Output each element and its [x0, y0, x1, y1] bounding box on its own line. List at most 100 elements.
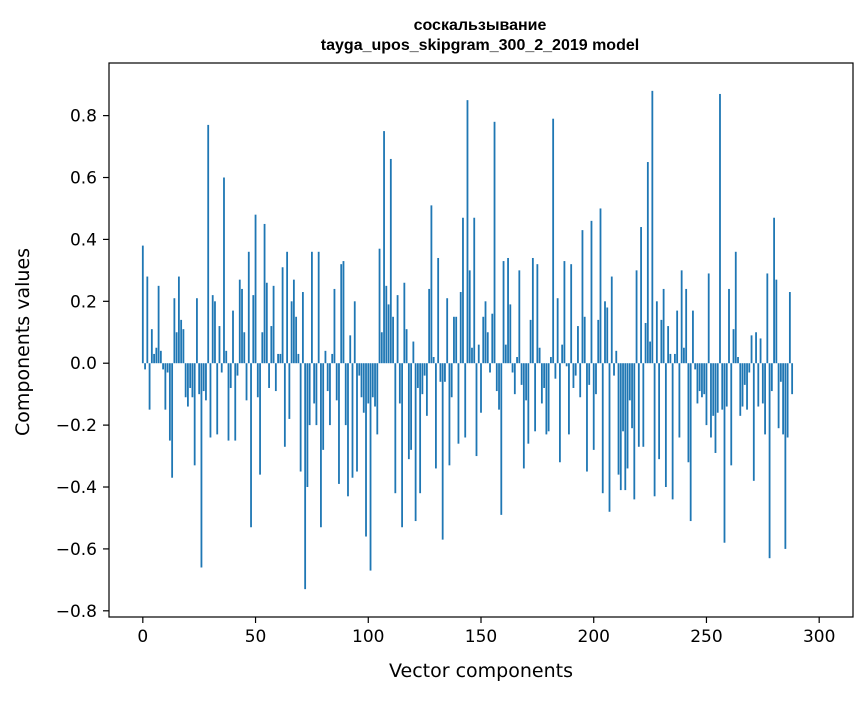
- bar-component-230: [660, 319, 663, 364]
- bar-component-42: [236, 363, 239, 376]
- bar-component-174: [534, 363, 537, 432]
- y-tick-label: 0.2: [70, 292, 97, 312]
- x-tick-label: 0: [137, 627, 148, 647]
- bar-component-32: [214, 301, 216, 364]
- bar-component-103: [374, 363, 376, 407]
- bar-component-173: [531, 257, 534, 364]
- bar-component-283: [779, 363, 782, 382]
- bar-component-16: [177, 276, 180, 364]
- bar-component-87: [338, 363, 340, 484]
- bar-component-192: [574, 363, 577, 376]
- bar-component-171: [527, 363, 530, 444]
- bar-component-272: [755, 332, 757, 364]
- bar-component-138: [453, 316, 455, 364]
- bar-component-97: [360, 363, 363, 398]
- bar-component-181: [549, 357, 552, 364]
- bar-component-179: [545, 363, 548, 435]
- bar-component-26: [200, 363, 203, 568]
- bar-component-215: [626, 363, 629, 469]
- bar-component-155: [491, 313, 494, 364]
- bar-component-206: [606, 307, 609, 364]
- bar-component-113: [396, 295, 399, 364]
- bar-component-134: [444, 363, 446, 382]
- bar-component-15: [175, 332, 178, 364]
- bar-component-137: [450, 363, 453, 398]
- bar-component-123: [419, 363, 422, 494]
- bar-component-268: [746, 363, 748, 410]
- bar-component-90: [344, 363, 347, 426]
- y-tick-label: 0.6: [70, 169, 97, 189]
- bar-component-54: [263, 223, 266, 364]
- bar-component-3: [148, 363, 151, 410]
- bar-component-58: [272, 285, 275, 364]
- bar-component-74: [308, 363, 311, 426]
- bar-component-184: [556, 298, 559, 364]
- bar-component-261: [730, 363, 733, 466]
- bar-component-214: [624, 363, 627, 491]
- bar-component-66: [290, 301, 293, 364]
- bar-component-190: [570, 264, 573, 364]
- bar-component-197: [586, 363, 588, 472]
- bar-component-77: [315, 363, 318, 426]
- bar-component-92: [349, 335, 352, 364]
- bar-component-53: [261, 332, 264, 364]
- bar-component-167: [518, 270, 521, 364]
- bar-component-45: [243, 332, 246, 364]
- bar-component-112: [394, 363, 397, 494]
- y-tick-label: −0.2: [56, 416, 97, 436]
- bar-component-108: [385, 285, 388, 364]
- bar-component-18: [182, 329, 185, 364]
- bar-component-236: [673, 353, 676, 364]
- bar-component-269: [748, 363, 751, 373]
- bar-component-243: [689, 363, 692, 522]
- bar-component-43: [238, 279, 241, 364]
- bar-component-130: [435, 363, 437, 469]
- bar-component-210: [615, 350, 618, 364]
- bar-component-80: [322, 363, 325, 450]
- bar-component-107: [383, 131, 385, 364]
- bar-component-122: [416, 363, 419, 388]
- y-tick-label: −0.4: [56, 478, 97, 498]
- bar-component-244: [692, 310, 694, 364]
- bar-component-67: [292, 279, 295, 364]
- bar-component-17: [180, 319, 183, 364]
- bar-component-133: [441, 363, 444, 540]
- bar-component-164: [511, 363, 514, 373]
- bar-component-111: [392, 316, 394, 364]
- bar-component-52: [259, 363, 261, 475]
- bar-component-242: [687, 363, 690, 463]
- x-tick-label: 200: [578, 627, 610, 647]
- bar-component-238: [678, 363, 681, 438]
- bar-component-169: [522, 363, 525, 469]
- y-tick-label: 0.0: [70, 354, 97, 374]
- bar-component-96: [358, 363, 361, 376]
- x-tick-label: 150: [465, 627, 497, 647]
- bar-component-271: [752, 363, 755, 481]
- bar-component-49: [252, 295, 255, 364]
- bar-component-216: [628, 363, 631, 401]
- chart-title-line2: tayga_upos_skipgram_300_2_2019 model: [321, 37, 639, 54]
- bar-component-68: [295, 316, 298, 364]
- bar-component-264: [737, 357, 739, 364]
- bar-component-129: [432, 357, 435, 364]
- bar-component-147: [473, 217, 476, 364]
- bar-component-172: [529, 319, 532, 364]
- bar-component-178: [543, 363, 546, 388]
- bar-component-161: [504, 344, 507, 364]
- bar-component-225: [649, 341, 651, 364]
- bar-component-234: [669, 353, 672, 364]
- bar-component-159: [500, 363, 503, 515]
- bar-component-249: [703, 363, 706, 395]
- bar-component-125: [423, 363, 426, 376]
- bar-component-140: [457, 363, 460, 444]
- bar-component-37: [225, 350, 228, 364]
- bar-component-36: [223, 177, 225, 364]
- bar-component-250: [705, 363, 708, 426]
- bar-component-13: [171, 363, 174, 478]
- y-axis-label: Components values: [12, 248, 34, 436]
- bar-component-93: [351, 363, 354, 478]
- bar-component-98: [362, 363, 365, 413]
- bar-component-47: [247, 251, 250, 364]
- bar-component-41: [234, 363, 237, 441]
- bar-component-281: [775, 279, 778, 364]
